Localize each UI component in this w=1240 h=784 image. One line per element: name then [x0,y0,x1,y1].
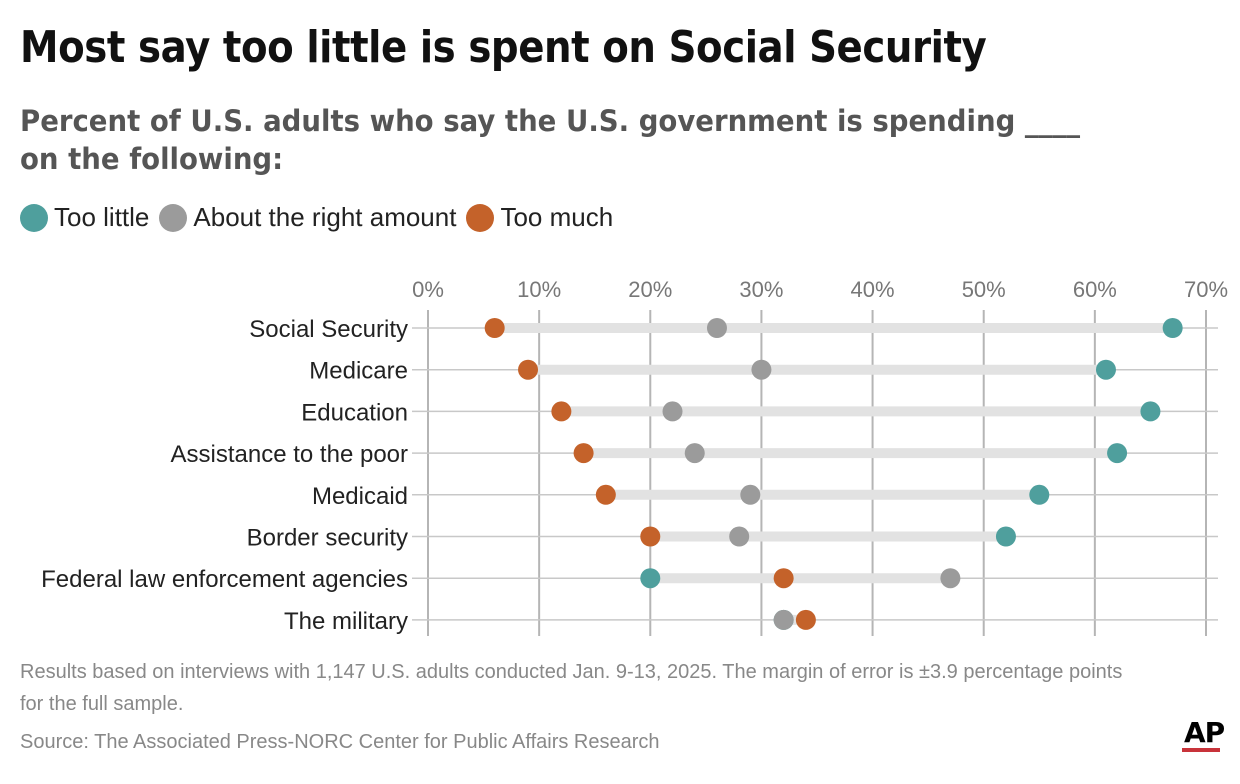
legend-item: Too little [20,202,149,233]
legend-item: Too much [466,202,613,233]
legend-swatch [466,203,495,232]
data-point [684,443,705,464]
data-point [1095,359,1116,380]
legend-label: Too much [500,202,614,232]
category-label: Assistance to the poor [171,441,408,468]
data-point [795,609,816,630]
footnote: Results based on interviews with 1,147 U… [20,661,1123,715]
x-tick-label: 60% [1073,277,1117,302]
legend: Too little About the right amount Too much [20,202,623,233]
category-label: Social Security [249,316,408,343]
data-point [1162,318,1183,338]
x-tick-label: 0% [412,277,444,302]
legend-swatch [159,203,188,232]
chart-subtitle: Percent of U.S. adults who say the U.S. … [20,104,1080,176]
ap-logo-bar [1182,748,1220,752]
data-point [1029,484,1050,505]
legend-swatch [20,203,48,232]
data-point [662,401,683,422]
ap-logo: AP [1184,716,1225,749]
data-point [595,484,616,505]
category-label: Medicare [309,358,408,385]
data-point [518,359,539,380]
data-point [573,443,594,464]
data-point [484,318,505,338]
legend-label: About the right amount [193,202,457,232]
legend-label: Too little [54,202,150,232]
x-tick-label: 30% [739,277,783,302]
chart-title: Most say too little is spent on Social S… [20,22,987,73]
data-point [751,359,772,380]
category-label: Federal law enforcement agencies [41,566,408,593]
data-point [940,568,961,589]
category-label: Border security [247,525,408,552]
data-point [740,484,761,505]
x-tick-label: 50% [962,277,1006,302]
category-label: Education [301,399,408,426]
data-point [1140,401,1161,422]
data-point [640,568,661,589]
category-label: The military [284,608,408,635]
x-tick-label: 40% [851,277,895,302]
data-point [729,526,750,547]
dot-plot: 0% 10% 20% 30% 40% 50% 60% 70% Social Security Me… [41,277,1228,636]
source: Source: The Associated Press-NORC Center… [20,731,660,753]
data-point [640,526,661,547]
data-point [551,401,572,422]
data-point [995,526,1016,547]
x-tick-label: 70% [1184,277,1228,302]
data-point [773,609,794,630]
legend-item: About the right amount [159,202,456,233]
data-point [706,318,727,338]
data-point [1107,443,1128,464]
x-tick-label: 20% [628,277,672,302]
category-label: Medicaid [312,483,408,510]
data-point [773,568,794,589]
x-tick-label: 10% [517,277,561,302]
